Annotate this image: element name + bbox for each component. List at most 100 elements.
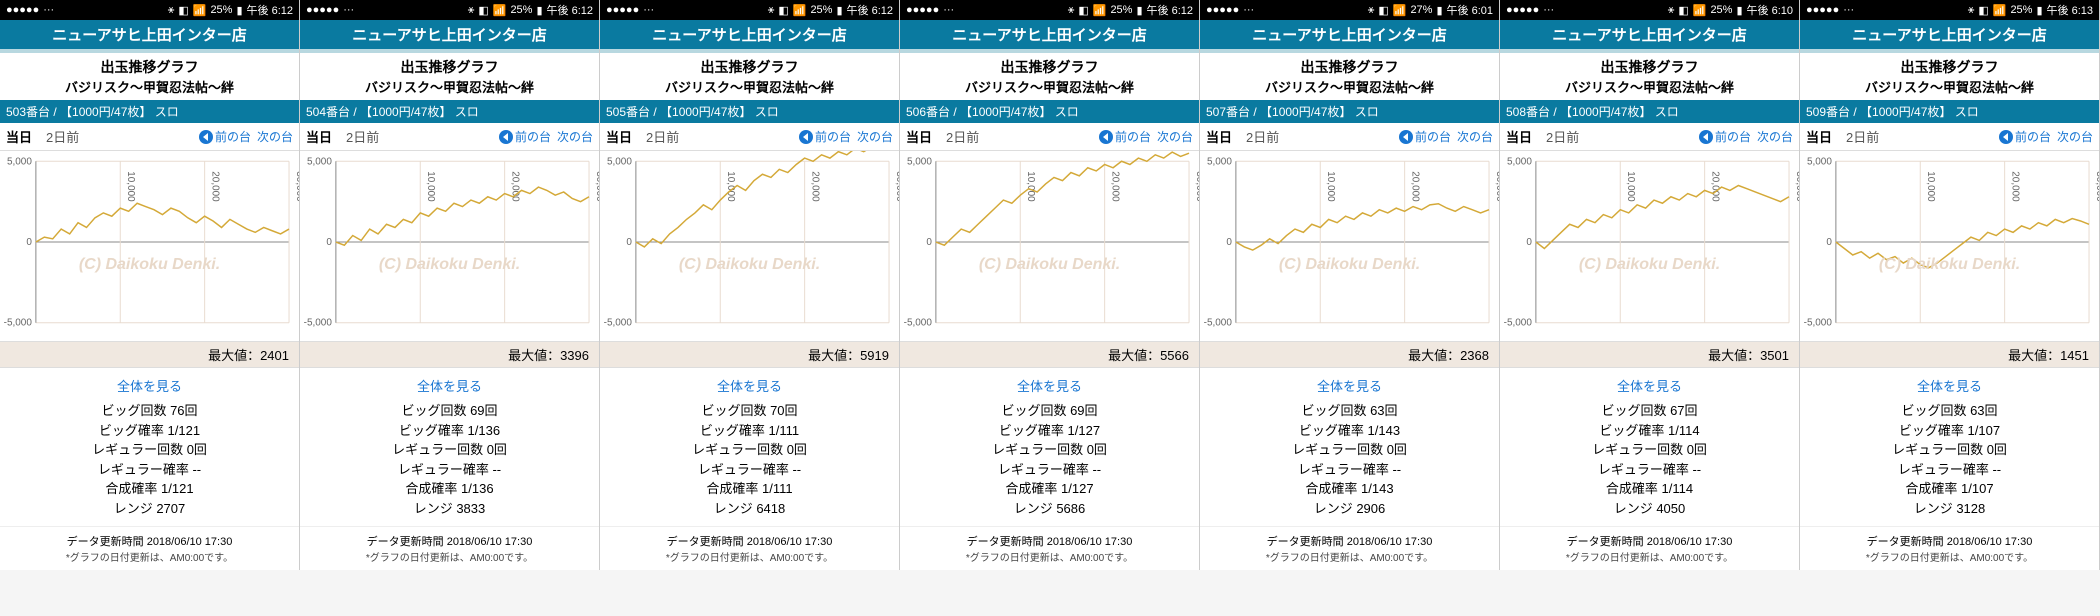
svg-text:10,000: 10,000 xyxy=(1025,171,1036,202)
tab-today[interactable]: 当日 xyxy=(306,127,332,146)
tab-2days[interactable]: 2日前 xyxy=(946,127,979,146)
prev-machine-link[interactable]: 前の台 xyxy=(499,128,551,145)
page-title: 出玉推移グラフバジリスク〜甲賀忍法帖〜絆 xyxy=(600,53,899,100)
next-machine-link[interactable]: 次の台 xyxy=(1157,128,1193,145)
stats-block: ビッグ回数 67回ビッグ確率 1/114レギュラー回数 0回レギュラー確率 --… xyxy=(1500,401,1799,518)
next-machine-link[interactable]: 次の台 xyxy=(557,128,593,145)
tab-today[interactable]: 当日 xyxy=(1206,127,1232,146)
tab-2days[interactable]: 2日前 xyxy=(1546,127,1579,146)
svg-text:5,000: 5,000 xyxy=(1207,156,1232,167)
wifi-icon: ◧ xyxy=(178,4,188,17)
footer: データ更新時間 2018/06/10 17:30*グラフの日付更新は、AM0:0… xyxy=(900,526,1199,570)
chart: 5,0000-5,00010,00020,00030,000(C) Daikok… xyxy=(300,151,599,341)
status-bar: ●●●●●···⚹◧📶25%▮午後 6:13 xyxy=(1800,0,2099,20)
next-machine-link[interactable]: 次の台 xyxy=(1757,128,1793,145)
svg-text:-5,000: -5,000 xyxy=(904,318,933,329)
signal-icon: 📶 xyxy=(193,4,207,17)
see-all-link[interactable]: 全体を見る xyxy=(1800,376,2099,395)
next-machine-link[interactable]: 次の台 xyxy=(1457,128,1493,145)
carrier-dots: ●●●●● xyxy=(1806,4,1839,16)
see-all-link[interactable]: 全体を見る xyxy=(1200,376,1499,395)
svg-text:5,000: 5,000 xyxy=(307,156,332,167)
carrier-dots: ●●●●● xyxy=(1506,4,1539,16)
tab-row: 当日 2日前 前の台次の台 xyxy=(1800,123,2099,151)
svg-text:20,000: 20,000 xyxy=(1710,171,1721,202)
stats-block: ビッグ回数 63回ビッグ確率 1/107レギュラー回数 0回レギュラー確率 --… xyxy=(1800,401,2099,518)
tab-today[interactable]: 当日 xyxy=(606,127,632,146)
tab-today[interactable]: 当日 xyxy=(6,127,32,146)
svg-text:5,000: 5,000 xyxy=(1807,156,1832,167)
battery-icon: ▮ xyxy=(536,4,542,17)
svg-text:-5,000: -5,000 xyxy=(1204,318,1233,329)
battery-pct: 25% xyxy=(510,4,532,16)
chevron-left-icon xyxy=(1399,130,1413,144)
svg-text:10,000: 10,000 xyxy=(1325,171,1336,202)
prev-machine-link[interactable]: 前の台 xyxy=(199,128,251,145)
signal-icon: 📶 xyxy=(1693,4,1707,17)
store-name: ニューアサヒ上田インター店 xyxy=(600,20,899,53)
tab-2days[interactable]: 2日前 xyxy=(1246,127,1279,146)
status-bar: ●●●●●···⚹◧📶27%▮午後 6:01 xyxy=(1200,0,1499,20)
chevron-left-icon xyxy=(499,130,513,144)
page-title: 出玉推移グラフバジリスク〜甲賀忍法帖〜絆 xyxy=(0,53,299,100)
tab-today[interactable]: 当日 xyxy=(1506,127,1532,146)
stats-block: ビッグ回数 63回ビッグ確率 1/143レギュラー回数 0回レギュラー確率 --… xyxy=(1200,401,1499,518)
chevron-left-icon xyxy=(799,130,813,144)
battery-icon: ▮ xyxy=(1736,4,1742,17)
svg-text:0: 0 xyxy=(1526,237,1532,248)
max-value-row: 最大値：3501 xyxy=(1500,341,1799,368)
bluetooth-icon: ⚹ xyxy=(1368,4,1375,17)
see-all-link[interactable]: 全体を見る xyxy=(300,376,599,395)
machine-info-bar: 509番台 / 【1000円/47枚】 スロ xyxy=(1800,100,2099,123)
see-all-link[interactable]: 全体を見る xyxy=(900,376,1199,395)
status-bar: ●●●●●···⚹◧📶25%▮午後 6:10 xyxy=(1500,0,1799,20)
prev-machine-link[interactable]: 前の台 xyxy=(1999,128,2051,145)
tab-2days[interactable]: 2日前 xyxy=(46,127,79,146)
tab-row: 当日 2日前 前の台次の台 xyxy=(300,123,599,151)
svg-text:10,000: 10,000 xyxy=(1925,171,1936,202)
signal-icon: 📶 xyxy=(493,4,507,17)
see-all-link[interactable]: 全体を見る xyxy=(1500,376,1799,395)
prev-machine-link[interactable]: 前の台 xyxy=(799,128,851,145)
tab-today[interactable]: 当日 xyxy=(1806,127,1832,146)
chart: 5,0000-5,00010,00020,00030,000(C) Daikok… xyxy=(1800,151,2099,341)
tab-2days[interactable]: 2日前 xyxy=(1846,127,1879,146)
bluetooth-icon: ⚹ xyxy=(1668,4,1675,17)
prev-machine-link[interactable]: 前の台 xyxy=(1099,128,1151,145)
tab-2days[interactable]: 2日前 xyxy=(346,127,379,146)
chevron-left-icon xyxy=(1099,130,1113,144)
carrier-dots: ●●●●● xyxy=(906,4,939,16)
signal-icon: 📶 xyxy=(793,4,807,17)
svg-text:-5,000: -5,000 xyxy=(304,318,333,329)
clock: 午後 6:13 xyxy=(2047,2,2093,18)
signal-icon: 📶 xyxy=(1993,4,2007,17)
status-bar: ●●●●●···⚹◧📶25%▮午後 6:12 xyxy=(300,0,599,20)
bluetooth-icon: ⚹ xyxy=(468,4,475,17)
wifi-icon: ◧ xyxy=(1078,4,1088,17)
tab-today[interactable]: 当日 xyxy=(906,127,932,146)
battery-pct: 25% xyxy=(810,4,832,16)
status-bar: ●●●●●···⚹◧📶25%▮午後 6:12 xyxy=(0,0,299,20)
signal-icon: 📶 xyxy=(1093,4,1107,17)
clock: 午後 6:10 xyxy=(1747,2,1793,18)
svg-text:20,000: 20,000 xyxy=(1410,171,1421,202)
machine-info-bar: 506番台 / 【1000円/47枚】 スロ xyxy=(900,100,1199,123)
machine-panel: ●●●●●···⚹◧📶25%▮午後 6:10ニューアサヒ上田インター店出玉推移グ… xyxy=(1500,0,1800,570)
prev-machine-link[interactable]: 前の台 xyxy=(1699,128,1751,145)
wifi-icon: ◧ xyxy=(1678,4,1688,17)
prev-machine-link[interactable]: 前の台 xyxy=(1399,128,1451,145)
bluetooth-icon: ⚹ xyxy=(1968,4,1975,17)
svg-text:-5,000: -5,000 xyxy=(1804,318,1833,329)
battery-pct: 25% xyxy=(2010,4,2032,16)
tab-2days[interactable]: 2日前 xyxy=(646,127,679,146)
next-machine-link[interactable]: 次の台 xyxy=(2057,128,2093,145)
see-all-link[interactable]: 全体を見る xyxy=(0,376,299,395)
machine-info-bar: 505番台 / 【1000円/47枚】 スロ xyxy=(600,100,899,123)
see-all-link[interactable]: 全体を見る xyxy=(600,376,899,395)
next-machine-link[interactable]: 次の台 xyxy=(857,128,893,145)
store-name: ニューアサヒ上田インター店 xyxy=(1500,20,1799,53)
page-title: 出玉推移グラフバジリスク〜甲賀忍法帖〜絆 xyxy=(900,53,1199,100)
next-machine-link[interactable]: 次の台 xyxy=(257,128,293,145)
page-title: 出玉推移グラフバジリスク〜甲賀忍法帖〜絆 xyxy=(300,53,599,100)
svg-text:0: 0 xyxy=(926,237,932,248)
